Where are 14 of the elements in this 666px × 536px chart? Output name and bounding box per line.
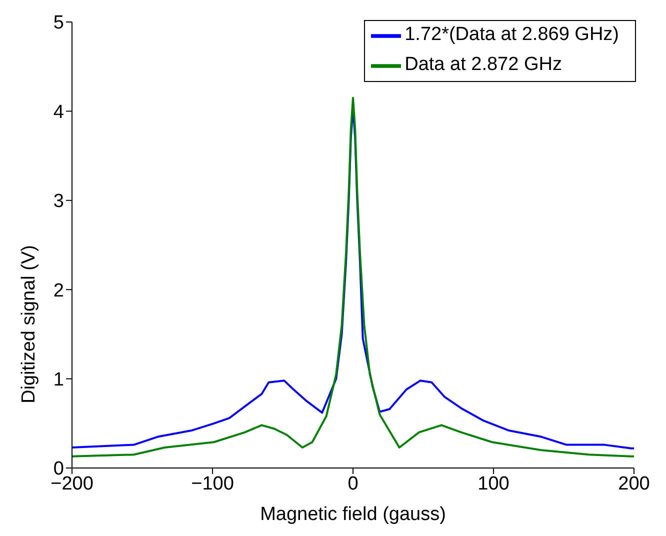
y-tick-label: 4: [53, 102, 64, 123]
x-tick-label: 200: [618, 473, 650, 494]
legend-label: 1.72*(Data at 2.869 GHz): [404, 24, 619, 46]
x-tick-label: −100: [191, 473, 234, 494]
y-axis-title: Digitized signal (V): [18, 245, 40, 404]
y-tick-label: 2: [53, 280, 64, 302]
y-tick-label: 1: [53, 370, 64, 391]
x-tick-label: 0: [348, 473, 358, 494]
y-tick-label: 0: [53, 458, 64, 480]
y-tick-label: 3: [53, 191, 64, 212]
y-tick-label: 5: [53, 12, 64, 34]
legend-label: Data at 2.872 GHz: [404, 54, 562, 76]
x-tick-label: 100: [478, 473, 510, 494]
x-axis-title: Magnetic field (gauss): [260, 504, 446, 525]
